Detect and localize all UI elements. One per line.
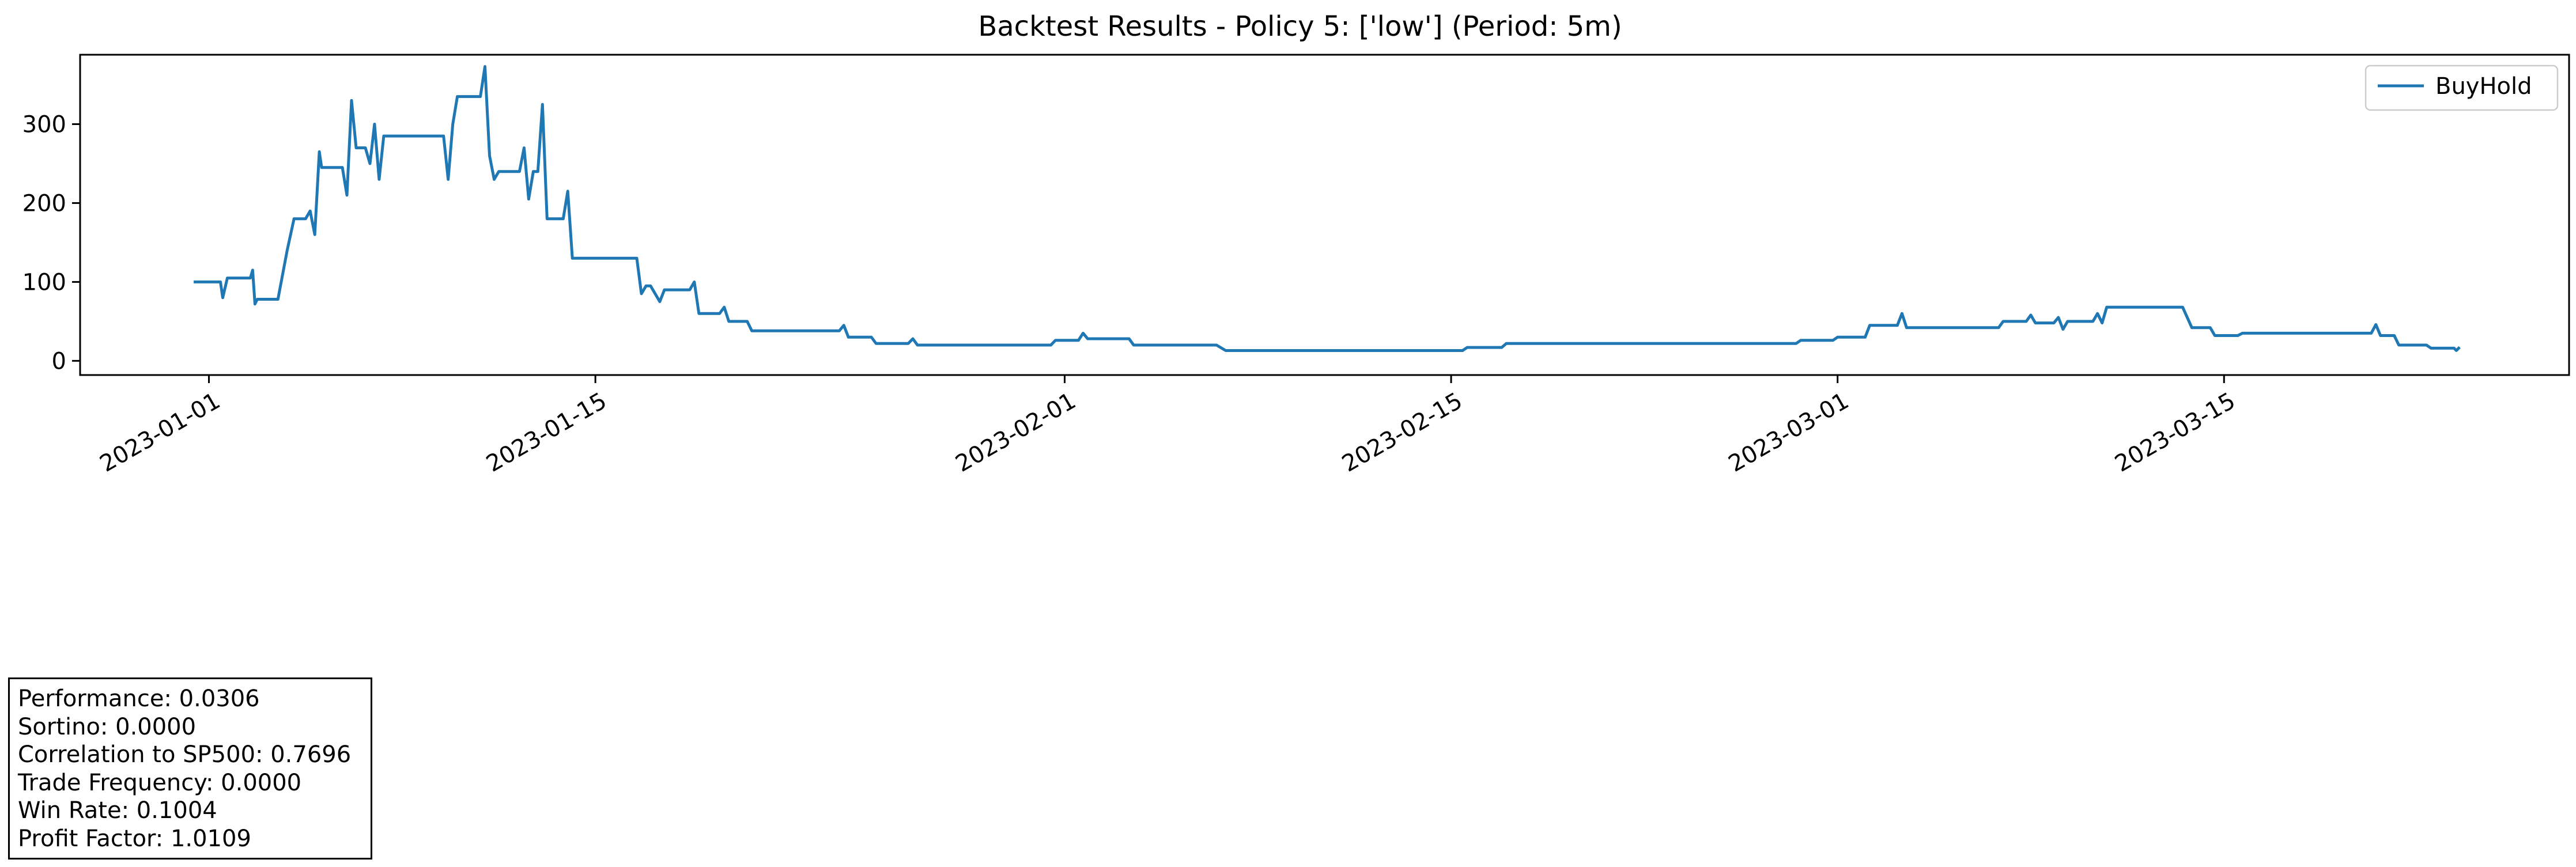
x-tick-label: 2023-03-15 <box>2110 388 2239 478</box>
y-tick-label: 200 <box>22 190 66 217</box>
y-axis: 0 100 200 300 <box>22 112 80 374</box>
stat-trade-frequency: Trade Frequency: 0.0000 <box>18 769 302 796</box>
series-line-0 <box>194 65 2461 352</box>
x-tick-label: 2023-01-15 <box>482 388 611 478</box>
legend: BuyHold <box>2365 65 2559 111</box>
stat-performance: Performance: 0.0306 <box>18 686 260 712</box>
x-tick-label: 2023-02-15 <box>1338 388 1467 478</box>
stats-box: Performance: 0.0306 Sortino: 0.0000 Corr… <box>8 677 372 860</box>
plot-area <box>79 54 2570 376</box>
series-layer <box>194 65 2461 352</box>
x-tick-label: 2023-02-01 <box>951 388 1081 478</box>
stat-sortino: Sortino: 0.0000 <box>18 713 197 740</box>
stat-correlation: Correlation to SP500: 0.7696 <box>18 741 352 768</box>
y-tick-label: 100 <box>22 269 66 296</box>
stat-profit-factor: Profit Factor: 1.0109 <box>18 825 251 852</box>
x-axis: 2023-01-01 2023-01-15 2023-02-01 2023-02-15… <box>96 375 2240 478</box>
x-tick-label: 2023-03-01 <box>1724 388 1853 478</box>
y-tick-label: 0 <box>52 348 66 374</box>
x-tick-label: 2023-01-01 <box>96 388 225 478</box>
y-tick-label: 300 <box>22 112 66 138</box>
legend-frame <box>2365 65 2559 111</box>
chart-title: Backtest Results - Policy 5: ['low'] (Pe… <box>978 10 1622 43</box>
stat-win-rate: Win Rate: 0.1004 <box>18 797 217 824</box>
legend-label: BuyHold <box>2435 73 2532 100</box>
